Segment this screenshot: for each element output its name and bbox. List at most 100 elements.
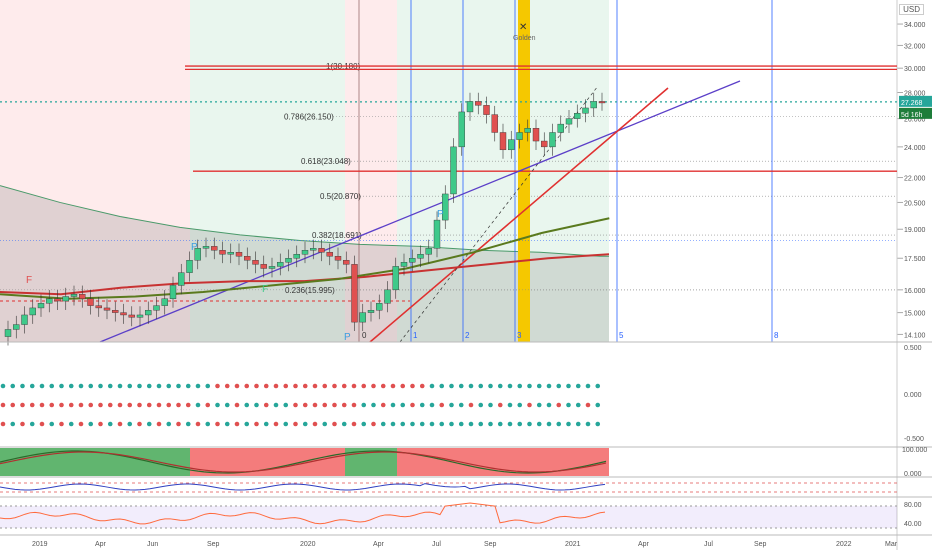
signal-dot bbox=[536, 421, 542, 427]
candle bbox=[326, 252, 333, 257]
signal-dot bbox=[351, 421, 357, 427]
signal-dot bbox=[400, 421, 406, 427]
candle bbox=[169, 285, 177, 299]
pivot-label: P bbox=[344, 332, 351, 343]
candle bbox=[178, 272, 185, 286]
signal-dot bbox=[49, 383, 55, 389]
candle bbox=[343, 260, 350, 265]
signal-dot bbox=[127, 383, 133, 389]
signal-dot bbox=[107, 383, 113, 389]
signal-dot bbox=[566, 421, 571, 427]
candle bbox=[285, 258, 292, 263]
countdown-tag-bg bbox=[899, 107, 932, 119]
signal-dot bbox=[312, 383, 318, 389]
signal-dot bbox=[527, 421, 532, 427]
signal-dot bbox=[20, 383, 25, 389]
signal-dot bbox=[390, 383, 396, 389]
signal-dot bbox=[224, 402, 230, 408]
signal-dot bbox=[29, 383, 35, 389]
signal-dot bbox=[29, 421, 35, 427]
signal-dot bbox=[595, 421, 601, 427]
price-axis-label: 15.000 bbox=[904, 311, 926, 318]
candle bbox=[491, 114, 498, 133]
time-axis-label: Apr bbox=[373, 541, 385, 548]
signal-dot bbox=[585, 402, 591, 408]
signal-dot bbox=[566, 383, 571, 389]
candle bbox=[334, 256, 342, 261]
signal-dot bbox=[10, 383, 16, 389]
signal-dot bbox=[478, 383, 484, 389]
ma-long-line bbox=[0, 185, 609, 257]
candle bbox=[103, 307, 111, 311]
signal-dot bbox=[20, 402, 25, 408]
signal-dot bbox=[312, 421, 318, 427]
time-axis-label: Jul bbox=[432, 541, 441, 548]
signal-dot bbox=[205, 383, 211, 389]
time-axis-label: Mar bbox=[885, 541, 898, 548]
signal-dot bbox=[371, 383, 376, 389]
candle bbox=[252, 260, 259, 265]
time-axis-label: Jun bbox=[147, 541, 158, 548]
signal-dot bbox=[566, 402, 571, 408]
signal-dot bbox=[585, 383, 591, 389]
signal-dot bbox=[361, 421, 367, 427]
signal-dot bbox=[166, 383, 172, 389]
candle bbox=[260, 264, 267, 269]
signal-dot bbox=[39, 402, 45, 408]
signal-dot bbox=[156, 383, 162, 389]
candle bbox=[112, 310, 119, 313]
signal-dot bbox=[234, 421, 240, 427]
candle bbox=[483, 105, 490, 115]
signal-dot bbox=[312, 402, 318, 408]
signal-dot bbox=[439, 402, 445, 408]
dots-axis-label: 0.500 bbox=[904, 345, 922, 352]
signal-dot bbox=[293, 383, 298, 389]
stoch-axis-label: 100.000 bbox=[902, 447, 927, 454]
candle bbox=[574, 113, 581, 119]
signal-dot bbox=[410, 402, 415, 408]
candle bbox=[549, 132, 556, 148]
ma-cloud bbox=[0, 185, 609, 342]
candle bbox=[120, 312, 127, 316]
signal-dot bbox=[98, 402, 103, 408]
signal-dot bbox=[68, 402, 74, 408]
signal-dot bbox=[185, 402, 191, 408]
signal-dot bbox=[341, 421, 347, 427]
signal-dot bbox=[302, 402, 308, 408]
signal-dot bbox=[146, 383, 152, 389]
signal-dot bbox=[390, 402, 396, 408]
candle bbox=[458, 111, 465, 148]
price-axis-label: 30.000 bbox=[904, 66, 926, 73]
signal-dot bbox=[419, 421, 425, 427]
signal-dot bbox=[507, 383, 513, 389]
signal-dot bbox=[351, 383, 357, 389]
price-axis-label: 19.000 bbox=[904, 227, 926, 234]
candle bbox=[318, 248, 325, 253]
signal-dot bbox=[332, 383, 337, 389]
currency-label[interactable]: USD bbox=[899, 4, 924, 15]
golden-label: Golden bbox=[513, 35, 536, 42]
time-axis-label: Apr bbox=[95, 541, 107, 548]
signal-dot bbox=[88, 383, 94, 389]
signal-dot bbox=[254, 402, 259, 408]
signal-dot bbox=[595, 383, 601, 389]
signal-dot bbox=[302, 421, 308, 427]
signal-dot bbox=[478, 421, 484, 427]
fib-level-label: 0.618(23.048) bbox=[301, 157, 351, 166]
signal-dot bbox=[419, 383, 425, 389]
candle bbox=[128, 314, 135, 318]
candle bbox=[219, 250, 226, 255]
candle bbox=[37, 303, 45, 309]
signal-dot bbox=[244, 421, 250, 427]
signal-dot bbox=[458, 421, 464, 427]
signal-dot bbox=[117, 383, 123, 389]
signal-dot bbox=[556, 383, 562, 389]
price-axis-label: 26.000 bbox=[904, 117, 926, 124]
signal-dot bbox=[215, 421, 220, 427]
candle bbox=[268, 266, 276, 269]
signal-dot bbox=[254, 383, 259, 389]
candle bbox=[499, 132, 507, 151]
candle bbox=[425, 248, 432, 255]
